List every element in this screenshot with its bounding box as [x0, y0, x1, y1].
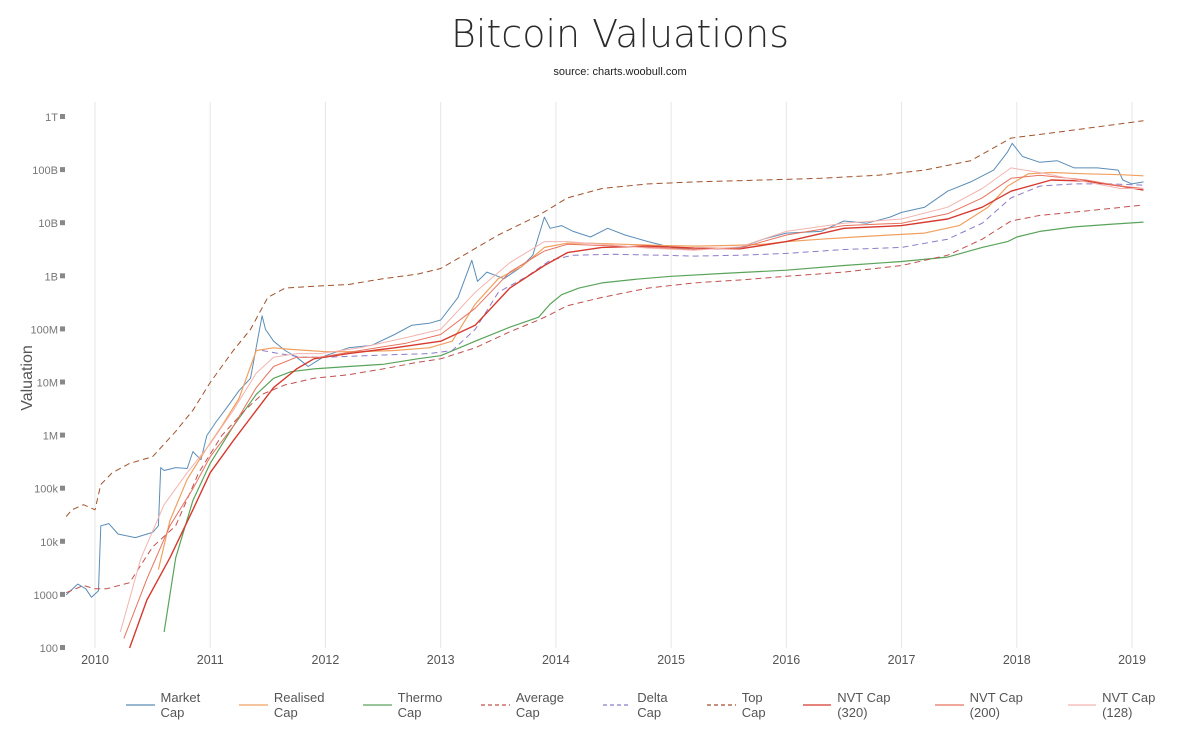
legend-swatch	[363, 704, 392, 706]
legend-label: Average Cap	[515, 690, 565, 720]
y-tick-label: 1M	[43, 431, 58, 443]
legend-item[interactable]: Delta Cap	[602, 690, 692, 720]
y-axis-label: Valuation	[19, 345, 36, 411]
legend-swatch	[126, 704, 155, 706]
legend-swatch	[707, 704, 736, 706]
y-tick-mark	[60, 167, 65, 173]
x-tick-label: 2018	[1003, 653, 1031, 667]
legend-item[interactable]: Realised Cap	[239, 690, 348, 720]
legend-swatch	[481, 704, 510, 706]
x-tick-label: 2014	[542, 653, 570, 667]
y-tick-mark	[60, 114, 65, 119]
y-axis-ticks: 1T 100B 10B 1B 100M 10M 1M 100k 10k 1000 100	[30, 112, 65, 655]
y-tick-label: 100	[40, 643, 58, 655]
chart-title: Bitcoin Valuations	[450, 12, 790, 56]
legend-item[interactable]: NVT Cap (128)	[1067, 690, 1185, 720]
y-tick-mark	[60, 379, 65, 385]
legend-label: NVT Cap (200)	[969, 690, 1023, 720]
y-tick-mark	[60, 432, 65, 438]
legend-label: Market Cap	[160, 690, 201, 720]
y-tick-label: 10k	[40, 537, 58, 549]
legend-label: NVT Cap (128)	[1102, 690, 1156, 720]
x-tick-label: 2011	[197, 653, 224, 667]
legend: Market Cap Realised Cap Thermo Cap Average …	[126, 690, 1200, 720]
legend-label: Thermo Cap	[397, 690, 443, 720]
series-line-thermo-cap	[163, 221, 1144, 633]
legend-label: Top Cap	[741, 690, 766, 720]
series-line-nvt-cap-200	[123, 174, 1144, 639]
legend-item[interactable]: Thermo Cap	[363, 690, 466, 720]
y-tick-mark	[60, 538, 65, 544]
chart-subtitle: source: charts.woobull.com	[553, 66, 687, 78]
y-tick-mark	[60, 591, 65, 597]
y-tick-mark	[60, 645, 65, 650]
legend-swatch	[802, 704, 832, 706]
series-line-average-cap	[66, 204, 1144, 594]
y-tick-label: 100B	[32, 165, 58, 177]
series-line-realised-cap	[157, 171, 1144, 570]
legend-item[interactable]: Market Cap	[126, 690, 224, 720]
y-tick-label: 1B	[45, 271, 58, 283]
x-tick-label: 2019	[1118, 653, 1146, 667]
legend-item[interactable]: Average Cap	[481, 690, 587, 720]
legend-label: Delta Cap	[637, 690, 668, 720]
y-tick-label: 10M	[37, 378, 58, 390]
series-line-top-cap	[65, 120, 1144, 517]
y-tick-mark	[60, 485, 65, 491]
y-tick-mark	[60, 220, 65, 226]
x-tick-label: 2012	[312, 653, 340, 667]
series-line-delta-cap	[262, 183, 1144, 358]
x-tick-label: 2016	[772, 653, 800, 667]
x-tick-label: 2015	[657, 653, 685, 667]
legend-label: Realised Cap	[273, 690, 325, 720]
y-tick-mark	[60, 326, 65, 332]
x-axis-ticks: 2010 2011 2012 2013 2014 2015 2016 2017 2018 2019	[81, 653, 1146, 667]
y-tick-label: 1000	[34, 590, 58, 602]
series-line-nvt-cap-128	[119, 167, 1144, 633]
legend-swatch	[935, 704, 964, 706]
series-lines	[65, 120, 1144, 649]
legend-swatch	[239, 704, 268, 706]
legend-item[interactable]: NVT Cap (200)	[935, 690, 1052, 720]
x-tick-label: 2017	[888, 653, 916, 667]
y-tick-label: 10B	[38, 218, 58, 230]
legend-swatch	[602, 704, 632, 706]
x-tick-label: 2013	[427, 653, 455, 667]
legend-swatch	[1067, 704, 1097, 706]
y-tick-label: 100k	[34, 484, 58, 496]
legend-item[interactable]: NVT Cap (320)	[802, 690, 920, 720]
series-line-nvt-cap-320	[128, 179, 1144, 649]
series-line-market-cap	[65, 142, 1144, 598]
y-tick-label: 1T	[45, 112, 58, 124]
y-tick-mark	[60, 273, 65, 279]
grid	[94, 102, 1133, 648]
x-tick-label: 2010	[81, 653, 109, 667]
y-tick-label: 100M	[30, 324, 58, 336]
legend-label: NVT Cap (320)	[837, 690, 891, 720]
legend-item[interactable]: Top Cap	[707, 690, 787, 720]
